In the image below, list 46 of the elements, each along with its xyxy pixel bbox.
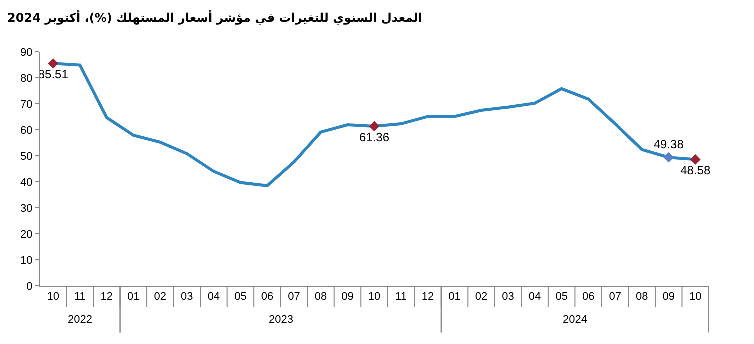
category-label: 2023 [269, 314, 294, 326]
point [664, 152, 674, 163]
data-label: 49.38 [654, 138, 684, 152]
chart-title: المعدل السنوي للتغيرات في مؤشر أسعار المستهلك (%)، أكتوبر 2024 [8, 10, 422, 26]
point [369, 121, 380, 132]
y-tick-label: 10 [20, 254, 33, 267]
point [48, 58, 59, 69]
category-label: 10 [47, 291, 60, 304]
category-label: 05 [234, 291, 247, 304]
category-label: 01 [128, 291, 140, 304]
y-tick-label: 40 [20, 176, 33, 189]
category-label: 07 [288, 291, 300, 304]
y-tick-label: 90 [20, 46, 33, 59]
category-label: 02 [154, 291, 167, 304]
data-label: 61.36 [359, 130, 390, 144]
y-tick-label: 80 [20, 72, 33, 85]
y-tick-label: 0 [26, 280, 33, 293]
category-label: 04 [208, 291, 220, 304]
category-label: 06 [582, 291, 595, 304]
y-tick-label: 50 [20, 150, 33, 163]
category-label: 08 [636, 291, 648, 304]
category-label: 07 [609, 291, 622, 304]
category-label: 05 [556, 291, 568, 304]
category-label: 03 [181, 291, 194, 304]
category-label: 08 [314, 291, 328, 304]
category-label: 10 [689, 291, 702, 304]
point [690, 154, 701, 165]
category-label: 01 [448, 291, 461, 304]
category-label: 11 [74, 291, 86, 304]
category-label: 03 [502, 291, 514, 304]
category-label: 11 [396, 291, 407, 304]
category-label: 04 [528, 291, 542, 304]
category-label: 10 [368, 291, 381, 304]
category-label: 12 [100, 291, 114, 304]
y-tick-label: 20 [20, 228, 33, 241]
y-tick-label: 70 [20, 98, 33, 111]
data-label: 48.58 [680, 164, 711, 178]
y-tick-label: 30 [20, 202, 33, 215]
category-label: 09 [662, 291, 675, 304]
category-label: 02 [475, 291, 488, 304]
category-label: 2024 [563, 314, 588, 326]
category-label: 09 [342, 291, 354, 304]
y-tick-label: 60 [20, 124, 33, 137]
category-label: 06 [261, 291, 274, 304]
category-label: 12 [422, 291, 434, 304]
category-label: 2022 [68, 314, 92, 326]
